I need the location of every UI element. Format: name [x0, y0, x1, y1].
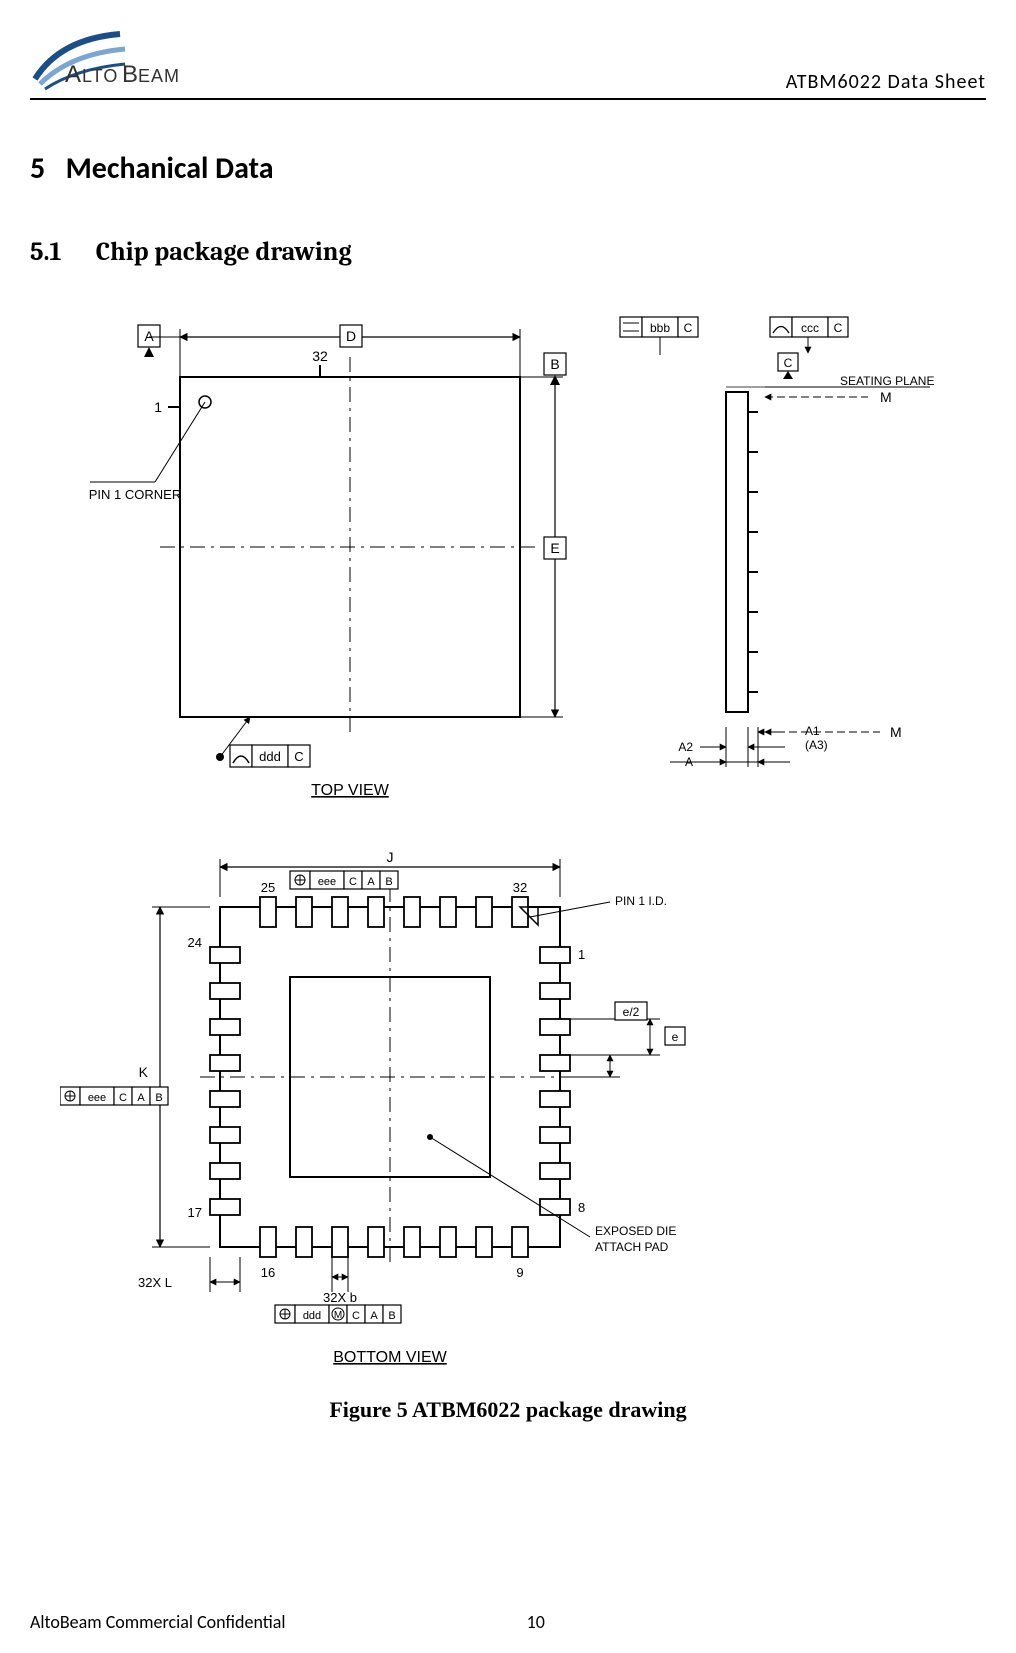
svg-text:8: 8 — [578, 1200, 585, 1215]
svg-text:ddd: ddd — [259, 749, 281, 764]
svg-text:A: A — [685, 755, 693, 769]
content: 5 Mechanical Data 5.1 Chip package drawi… — [30, 150, 986, 1423]
svg-text:B: B — [550, 356, 559, 372]
svg-text:C: C — [784, 356, 793, 370]
svg-text:32X b: 32X b — [323, 1290, 357, 1305]
svg-text:17: 17 — [188, 1205, 202, 1220]
svg-text:LTO: LTO — [82, 66, 118, 86]
svg-text:32X L: 32X L — [138, 1275, 172, 1290]
svg-text:eee: eee — [88, 1092, 106, 1104]
svg-text:bbb: bbb — [650, 321, 670, 335]
svg-text:B: B — [122, 61, 139, 88]
page-number: 10 — [527, 1611, 545, 1633]
svg-text:eee: eee — [318, 876, 336, 888]
svg-text:A: A — [65, 61, 82, 88]
svg-text:C: C — [349, 876, 357, 888]
logo-icon: A LTO B EAM — [30, 24, 220, 94]
svg-text:A: A — [370, 1310, 378, 1322]
svg-text:M: M — [890, 724, 902, 740]
svg-text:TOP VIEW: TOP VIEW — [311, 782, 390, 799]
svg-text:BOTTOM VIEW: BOTTOM VIEW — [333, 1349, 447, 1366]
svg-text:A2: A2 — [678, 740, 693, 754]
svg-text:e/2: e/2 — [623, 1005, 640, 1019]
svg-text:SEATING PLANE: SEATING PLANE — [840, 374, 934, 388]
svg-text:9: 9 — [516, 1265, 523, 1280]
subsection-title: Chip package drawing — [96, 237, 352, 267]
svg-text:e: e — [672, 1030, 679, 1044]
svg-text:B: B — [385, 876, 392, 888]
doc-title: ATBM6022 Data Sheet — [786, 70, 986, 94]
package-drawing: 32 1 PIN 1 CORNER D A — [60, 307, 980, 1367]
footer-left: AltoBeam Commercial Confidential — [30, 1611, 286, 1633]
svg-text:ddd: ddd — [303, 1310, 321, 1322]
svg-text:16: 16 — [261, 1265, 275, 1280]
figure-caption: Figure 5 ATBM6022 package drawing — [30, 1397, 986, 1423]
svg-text:25: 25 — [261, 880, 275, 895]
svg-text:ccc: ccc — [801, 321, 819, 335]
svg-text:A: A — [367, 876, 375, 888]
svg-text:K: K — [139, 1064, 149, 1080]
svg-text:D: D — [346, 328, 356, 344]
side-view: bbb C ccc C C SEAT — [620, 317, 934, 769]
bottom-view: 25 32 24 1 17 8 16 9 PIN 1 I.D. J — [60, 849, 685, 1366]
svg-text:PIN 1 CORNER: PIN 1 CORNER — [89, 487, 181, 502]
svg-text:B: B — [388, 1310, 395, 1322]
svg-text:A: A — [137, 1092, 145, 1104]
svg-text:A1: A1 — [805, 724, 820, 738]
svg-text:32: 32 — [513, 880, 527, 895]
svg-text:C: C — [352, 1310, 360, 1322]
logo: A LTO B EAM — [30, 24, 220, 94]
svg-text:EXPOSED DIE: EXPOSED DIE — [595, 1224, 676, 1238]
section-heading: 5 Mechanical Data — [30, 150, 986, 187]
svg-text:EAM: EAM — [138, 66, 180, 86]
svg-text:B: B — [155, 1092, 162, 1104]
svg-text:C: C — [119, 1092, 127, 1104]
svg-text:C: C — [294, 749, 303, 764]
svg-text:M: M — [334, 1310, 342, 1321]
svg-text:J: J — [387, 849, 394, 865]
page-footer: AltoBeam Commercial Confidential 10 — [30, 1611, 986, 1633]
subsection-number: 5.1 — [30, 237, 61, 267]
section-title: Mechanical Data — [66, 150, 274, 187]
top-view: 32 1 PIN 1 CORNER D A — [89, 325, 566, 799]
svg-text:M: M — [880, 389, 892, 405]
svg-text:ATTACH PAD: ATTACH PAD — [595, 1240, 669, 1254]
subsection-heading: 5.1 Chip package drawing — [30, 237, 986, 267]
page-header: A LTO B EAM ATBM6022 Data Sheet — [30, 20, 986, 100]
svg-text:PIN 1 I.D.: PIN 1 I.D. — [615, 894, 667, 908]
svg-text:1: 1 — [578, 947, 585, 962]
section-number: 5 — [30, 150, 45, 187]
svg-text:A: A — [144, 328, 154, 344]
svg-text:32: 32 — [312, 348, 328, 364]
svg-text:C: C — [834, 321, 843, 335]
svg-text:(A3): (A3) — [805, 738, 828, 752]
svg-text:C: C — [684, 321, 693, 335]
svg-text:24: 24 — [188, 935, 202, 950]
svg-text:E: E — [550, 540, 559, 556]
svg-text:1: 1 — [154, 399, 162, 415]
